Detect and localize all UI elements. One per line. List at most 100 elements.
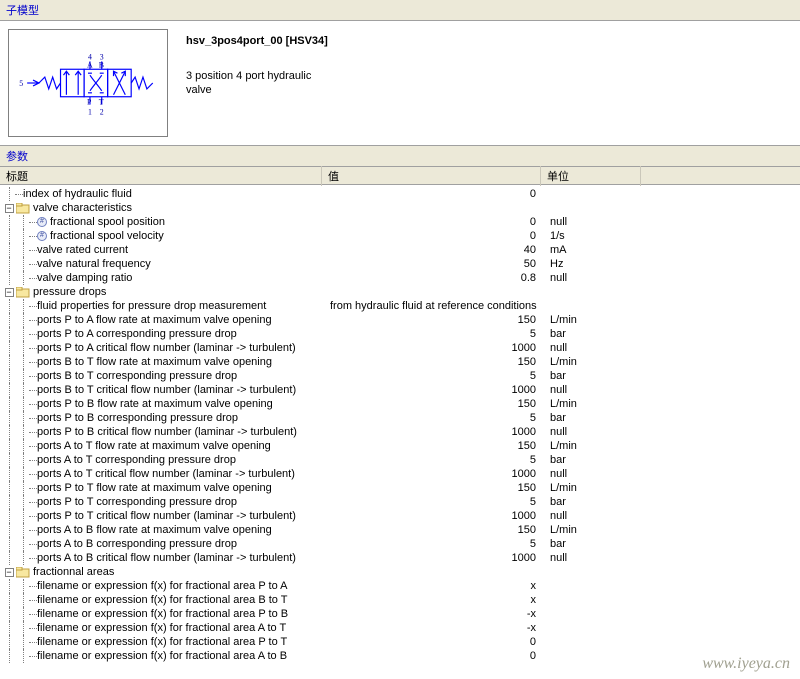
param-value[interactable]: 150 — [2, 397, 540, 411]
tree-expander[interactable]: − — [5, 568, 14, 577]
param-unit: null — [546, 425, 606, 439]
param-value[interactable]: -x — [2, 607, 540, 621]
tree-item[interactable]: ports A to T critical flow number (lamin… — [2, 467, 800, 481]
tree-item[interactable]: ports P to T corresponding pressure drop… — [2, 495, 800, 509]
tree-item[interactable]: filename or expression f(x) for fraction… — [2, 635, 800, 649]
param-unit: L/min — [546, 313, 606, 327]
param-value[interactable]: 150 — [2, 481, 540, 495]
tree-folder[interactable]: − fractionnal areas — [2, 565, 800, 579]
col-header-unit[interactable]: 单位 — [541, 166, 641, 186]
folder-icon — [16, 567, 30, 578]
port-label-B: B — [99, 60, 104, 69]
param-title: valve characteristics — [33, 201, 132, 215]
param-value[interactable]: 40 — [2, 243, 540, 257]
param-title: fluid properties for pressure drop measu… — [37, 299, 266, 313]
param-value[interactable]: 1000 — [2, 509, 540, 523]
tree-item[interactable]: index of hydraulic fluid0 — [2, 187, 800, 201]
tree-folder[interactable]: − pressure drops — [2, 285, 800, 299]
tree-item[interactable]: filename or expression f(x) for fraction… — [2, 579, 800, 593]
param-unit: bar — [546, 495, 606, 509]
param-value[interactable]: 1000 — [2, 383, 540, 397]
tree-item[interactable]: ports P to T critical flow number (lamin… — [2, 509, 800, 523]
model-name: hsv_3pos4port_00 [HSV34] — [186, 35, 792, 47]
param-title: pressure drops — [33, 285, 106, 299]
tree-item[interactable]: ports P to B critical flow number (lamin… — [2, 425, 800, 439]
tree-item[interactable]: ports A to T flow rate at maximum valve … — [2, 439, 800, 453]
port-label-1: 1 — [88, 107, 92, 116]
param-value[interactable]: 5 — [2, 537, 540, 551]
param-value[interactable]: 1000 — [2, 467, 540, 481]
param-value[interactable]: 150 — [2, 355, 540, 369]
col-header-value[interactable]: 值 — [322, 166, 541, 186]
param-value[interactable]: 5 — [2, 327, 540, 341]
param-value[interactable]: 150 — [2, 313, 540, 327]
param-unit: bar — [546, 411, 606, 425]
param-value[interactable]: 150 — [2, 439, 540, 453]
submodel-panel-label: 子模型 — [0, 0, 800, 21]
param-value[interactable]: 0 — [2, 649, 540, 663]
tree-item[interactable]: ports A to B corresponding pressure drop… — [2, 537, 800, 551]
param-value[interactable]: 0 — [2, 187, 540, 201]
model-desc-2: valve — [186, 83, 792, 97]
param-unit: L/min — [546, 439, 606, 453]
tree-item[interactable]: valve damping ratio0.8null — [2, 271, 800, 285]
param-unit: bar — [546, 453, 606, 467]
tree-item[interactable]: filename or expression f(x) for fraction… — [2, 621, 800, 635]
tree-item[interactable]: valve natural frequency50Hz — [2, 257, 800, 271]
tree-item[interactable]: filename or expression f(x) for fraction… — [2, 649, 800, 663]
tree-item[interactable]: #fractional spool position0null — [2, 215, 800, 229]
param-unit: null — [546, 467, 606, 481]
param-value[interactable]: 5 — [2, 453, 540, 467]
tree-item[interactable]: ports B to T flow rate at maximum valve … — [2, 355, 800, 369]
tree-item[interactable]: fluid properties for pressure drop measu… — [2, 299, 800, 313]
tree-item[interactable]: ports P to A flow rate at maximum valve … — [2, 313, 800, 327]
port-label-P: P — [87, 98, 92, 107]
tree-item[interactable]: ports P to A corresponding pressure drop… — [2, 327, 800, 341]
param-unit: null — [546, 551, 606, 565]
param-value[interactable]: 1000 — [2, 551, 540, 565]
param-unit: L/min — [546, 397, 606, 411]
tree-item[interactable]: ports B to T critical flow number (lamin… — [2, 383, 800, 397]
param-value[interactable]: 5 — [2, 495, 540, 509]
tree-item[interactable]: ports A to B flow rate at maximum valve … — [2, 523, 800, 537]
tree-item[interactable]: #fractional spool velocity01/s — [2, 229, 800, 243]
watermark: www.iyeya.cn — [702, 655, 790, 673]
param-value[interactable]: 0 — [2, 229, 540, 243]
param-unit: L/min — [546, 523, 606, 537]
param-value[interactable]: 0 — [2, 215, 540, 229]
param-value[interactable]: from hydraulic fluid at reference condit… — [330, 299, 537, 313]
tree-item[interactable]: filename or expression f(x) for fraction… — [2, 607, 800, 621]
tree-item[interactable]: valve rated current40mA — [2, 243, 800, 257]
tree-item[interactable]: ports A to B critical flow number (lamin… — [2, 551, 800, 565]
folder-icon — [16, 287, 30, 298]
param-title: fractionnal areas — [33, 565, 114, 579]
tree-item[interactable]: ports P to B corresponding pressure drop… — [2, 411, 800, 425]
param-unit: null — [546, 509, 606, 523]
param-value[interactable]: 1000 — [2, 425, 540, 439]
param-value[interactable]: -x — [2, 621, 540, 635]
tree-folder[interactable]: − valve characteristics — [2, 201, 800, 215]
param-value[interactable]: 50 — [2, 257, 540, 271]
tree-item[interactable]: ports A to T corresponding pressure drop… — [2, 453, 800, 467]
tree-item[interactable]: ports P to B flow rate at maximum valve … — [2, 397, 800, 411]
param-unit: null — [546, 215, 606, 229]
param-value[interactable]: x — [2, 593, 540, 607]
param-value[interactable]: 5 — [2, 411, 540, 425]
tree-item[interactable]: filename or expression f(x) for fraction… — [2, 593, 800, 607]
param-header: 标题 值 单位 — [0, 167, 800, 185]
tree-item[interactable]: ports P to T flow rate at maximum valve … — [2, 481, 800, 495]
tree-item[interactable]: ports P to A critical flow number (lamin… — [2, 341, 800, 355]
col-header-title[interactable]: 标题 — [0, 166, 322, 186]
param-value[interactable]: 5 — [2, 369, 540, 383]
param-value[interactable]: 150 — [2, 523, 540, 537]
param-value[interactable]: 1000 — [2, 341, 540, 355]
param-value[interactable]: 0.8 — [2, 271, 540, 285]
port-label-5: 5 — [19, 79, 23, 88]
param-value[interactable]: x — [2, 579, 540, 593]
parameter-tree: index of hydraulic fluid0 − valve characte… — [0, 185, 800, 665]
tree-item[interactable]: ports B to T corresponding pressure drop… — [2, 369, 800, 383]
tree-expander[interactable]: − — [5, 288, 14, 297]
schematic-diagram: 4 3 A B P T 1 2 5 — [8, 29, 168, 137]
tree-expander[interactable]: − — [5, 204, 14, 213]
param-value[interactable]: 0 — [2, 635, 540, 649]
